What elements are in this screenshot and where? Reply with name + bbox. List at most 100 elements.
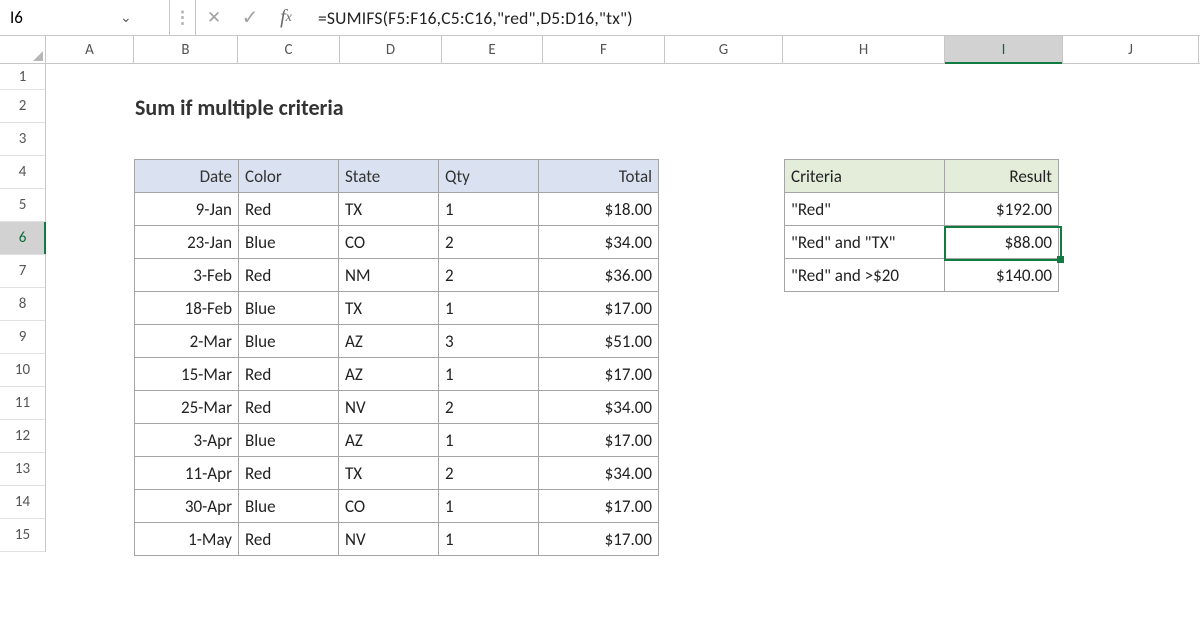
cell-result[interactable]: $88.00 bbox=[945, 226, 1059, 259]
col-header-A[interactable]: A bbox=[46, 36, 134, 63]
cell-qty[interactable]: 1 bbox=[439, 490, 539, 523]
cell-state[interactable]: TX bbox=[339, 193, 439, 226]
cell-color[interactable]: Red bbox=[239, 358, 339, 391]
cell-qty[interactable]: 1 bbox=[439, 424, 539, 457]
cell-criteria[interactable]: "Red" and >$20 bbox=[785, 259, 945, 292]
cell-qty[interactable]: 3 bbox=[439, 325, 539, 358]
row-header-11[interactable]: 11 bbox=[0, 387, 45, 420]
cell-total[interactable]: $17.00 bbox=[539, 358, 659, 391]
col-header-I[interactable]: I bbox=[945, 36, 1063, 63]
cell-total[interactable]: $51.00 bbox=[539, 325, 659, 358]
cell-total[interactable]: $18.00 bbox=[539, 193, 659, 226]
cell-qty[interactable]: 1 bbox=[439, 358, 539, 391]
cell-date[interactable]: 18-Feb bbox=[135, 292, 239, 325]
cell-color[interactable]: Blue bbox=[239, 424, 339, 457]
cell-result[interactable]: $140.00 bbox=[945, 259, 1059, 292]
name-box-dropdown-icon[interactable]: ⌄ bbox=[120, 9, 142, 26]
row-header-15[interactable]: 15 bbox=[0, 519, 45, 552]
cell-qty[interactable]: 1 bbox=[439, 523, 539, 556]
col-total[interactable]: Total bbox=[539, 160, 659, 193]
row-header-3[interactable]: 3 bbox=[0, 123, 45, 156]
col-header-J[interactable]: J bbox=[1063, 36, 1199, 63]
cell-color[interactable]: Blue bbox=[239, 490, 339, 523]
fx-icon[interactable]: fx bbox=[268, 0, 304, 35]
cell-date[interactable]: 25-Mar bbox=[135, 391, 239, 424]
row-header-1[interactable]: 1 bbox=[0, 64, 45, 90]
col-state[interactable]: State bbox=[339, 160, 439, 193]
row-header-2[interactable]: 2 bbox=[0, 90, 45, 123]
cell-state[interactable]: TX bbox=[339, 292, 439, 325]
cell-state[interactable]: CO bbox=[339, 226, 439, 259]
cell-date[interactable]: 3-Feb bbox=[135, 259, 239, 292]
col-header-F[interactable]: F bbox=[543, 36, 665, 63]
col-header-B[interactable]: B bbox=[134, 36, 238, 63]
cell-state[interactable]: AZ bbox=[339, 358, 439, 391]
formula-input[interactable]: =SUMIFS(F5:F16,C5:C16,"red",D5:D16,"tx") bbox=[304, 0, 1200, 35]
select-all-corner[interactable] bbox=[0, 36, 46, 63]
cell-state[interactable]: CO bbox=[339, 490, 439, 523]
cell-total[interactable]: $34.00 bbox=[539, 457, 659, 490]
cell-qty[interactable]: 2 bbox=[439, 259, 539, 292]
cell-date[interactable]: 9-Jan bbox=[135, 193, 239, 226]
cell-criteria[interactable]: "Red" and "TX" bbox=[785, 226, 945, 259]
cell-total[interactable]: $17.00 bbox=[539, 424, 659, 457]
cell-total[interactable]: $34.00 bbox=[539, 391, 659, 424]
cell-result[interactable]: $192.00 bbox=[945, 193, 1059, 226]
row-header-6[interactable]: 6 bbox=[0, 222, 45, 255]
row-header-10[interactable]: 10 bbox=[0, 354, 45, 387]
row-header-12[interactable]: 12 bbox=[0, 420, 45, 453]
cell-color[interactable]: Red bbox=[239, 523, 339, 556]
row-header-4[interactable]: 4 bbox=[0, 156, 45, 189]
col-header-C[interactable]: C bbox=[238, 36, 340, 63]
cell-date[interactable]: 3-Apr bbox=[135, 424, 239, 457]
cell-criteria[interactable]: "Red" bbox=[785, 193, 945, 226]
cell-state[interactable]: TX bbox=[339, 457, 439, 490]
row-header-5[interactable]: 5 bbox=[0, 189, 45, 222]
cell-qty[interactable]: 2 bbox=[439, 226, 539, 259]
cell-state[interactable]: AZ bbox=[339, 325, 439, 358]
cell-qty[interactable]: 2 bbox=[439, 391, 539, 424]
col-header-D[interactable]: D bbox=[340, 36, 442, 63]
col-date[interactable]: Date bbox=[135, 160, 239, 193]
cell-total[interactable]: $36.00 bbox=[539, 259, 659, 292]
col-criteria[interactable]: Criteria bbox=[785, 160, 945, 193]
cell-color[interactable]: Red bbox=[239, 193, 339, 226]
cell-state[interactable]: NV bbox=[339, 523, 439, 556]
cell-total[interactable]: $34.00 bbox=[539, 226, 659, 259]
cell-total[interactable]: $17.00 bbox=[539, 523, 659, 556]
cell-qty[interactable]: 1 bbox=[439, 193, 539, 226]
cell-date[interactable]: 30-Apr bbox=[135, 490, 239, 523]
cell-color[interactable]: Red bbox=[239, 259, 339, 292]
cell-date[interactable]: 1-May bbox=[135, 523, 239, 556]
cell-date[interactable]: 23-Jan bbox=[135, 226, 239, 259]
row-header-7[interactable]: 7 bbox=[0, 255, 45, 288]
cell-color[interactable]: Red bbox=[239, 391, 339, 424]
cell-color[interactable]: Blue bbox=[239, 292, 339, 325]
enter-icon[interactable]: ✓ bbox=[232, 0, 268, 35]
cell-color[interactable]: Red bbox=[239, 457, 339, 490]
row-header-9[interactable]: 9 bbox=[0, 321, 45, 354]
row-header-14[interactable]: 14 bbox=[0, 486, 45, 519]
cell-date[interactable]: 11-Apr bbox=[135, 457, 239, 490]
cell-qty[interactable]: 1 bbox=[439, 292, 539, 325]
col-color[interactable]: Color bbox=[239, 160, 339, 193]
name-box[interactable] bbox=[10, 7, 120, 28]
row-header-8[interactable]: 8 bbox=[0, 288, 45, 321]
col-header-H[interactable]: H bbox=[783, 36, 945, 63]
cell-state[interactable]: NV bbox=[339, 391, 439, 424]
col-qty[interactable]: Qty bbox=[439, 160, 539, 193]
col-header-G[interactable]: G bbox=[665, 36, 783, 63]
col-result[interactable]: Result bbox=[945, 160, 1059, 193]
sheet-area[interactable]: Sum if multiple criteria Date Color Stat… bbox=[46, 64, 1200, 552]
cell-color[interactable]: Blue bbox=[239, 325, 339, 358]
cell-qty[interactable]: 2 bbox=[439, 457, 539, 490]
cell-state[interactable]: NM bbox=[339, 259, 439, 292]
cell-color[interactable]: Blue bbox=[239, 226, 339, 259]
cell-date[interactable]: 2-Mar bbox=[135, 325, 239, 358]
cell-total[interactable]: $17.00 bbox=[539, 490, 659, 523]
row-header-13[interactable]: 13 bbox=[0, 453, 45, 486]
col-header-E[interactable]: E bbox=[442, 36, 543, 63]
cell-total[interactable]: $17.00 bbox=[539, 292, 659, 325]
cell-date[interactable]: 15-Mar bbox=[135, 358, 239, 391]
cell-state[interactable]: AZ bbox=[339, 424, 439, 457]
